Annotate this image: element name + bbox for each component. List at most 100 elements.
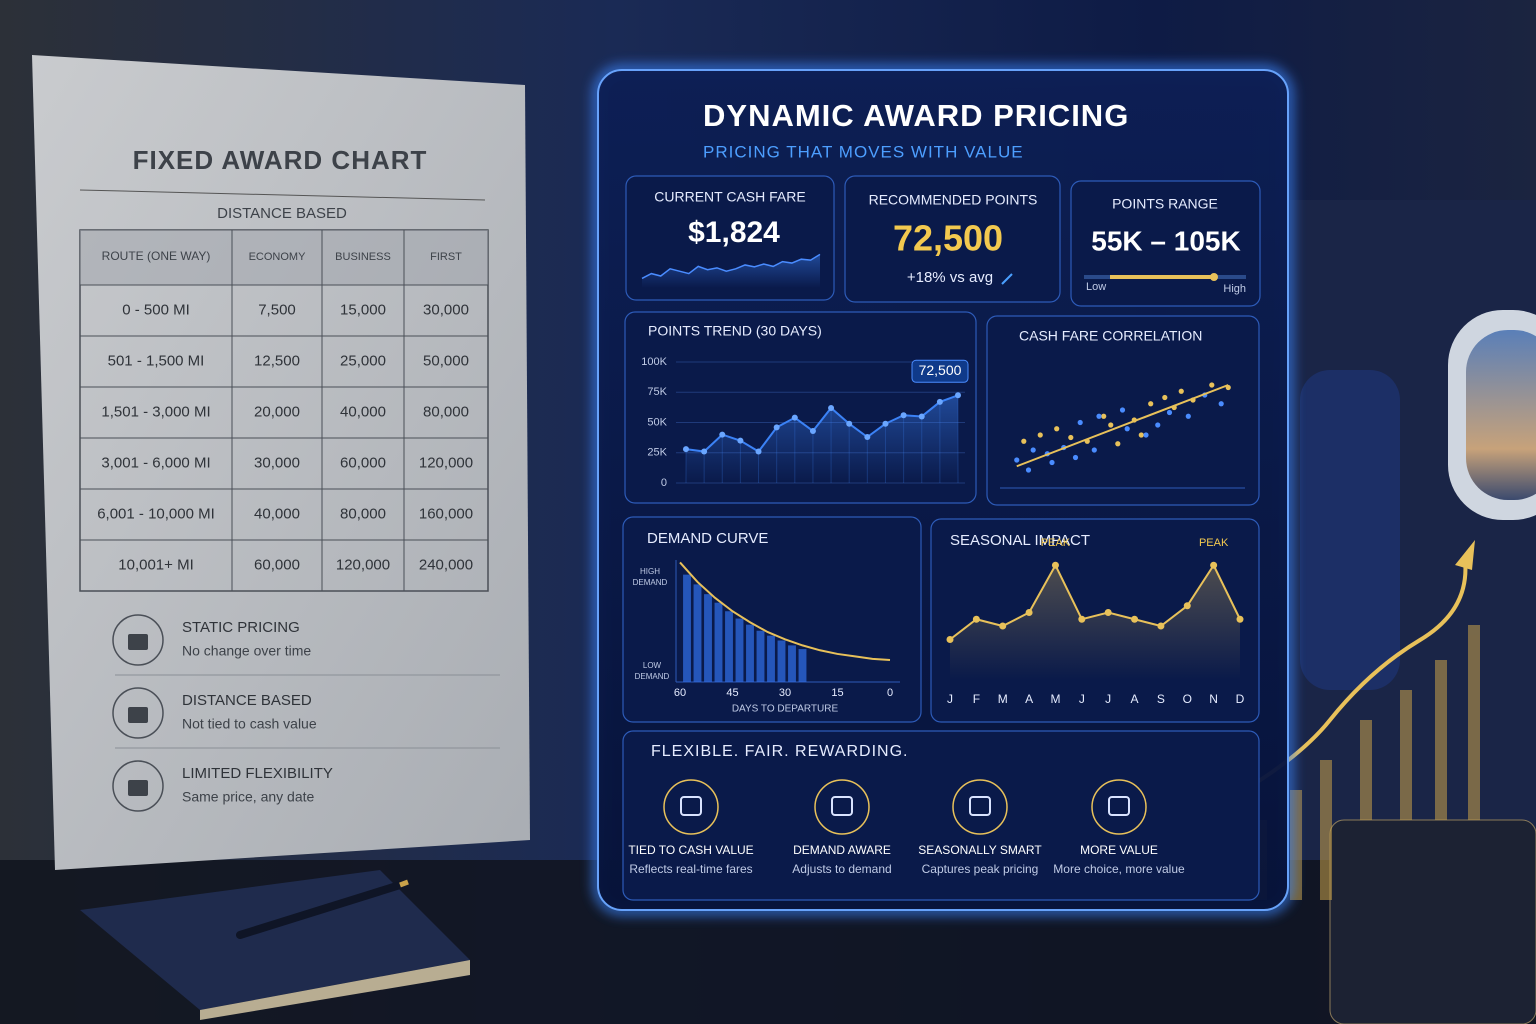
trendline: [1016, 384, 1229, 468]
chart-title: POINTS TREND (30 DAYS): [648, 323, 822, 339]
tagline: FLEXIBLE. FAIR. REWARDING.: [651, 743, 908, 760]
bar: [714, 602, 723, 682]
table-cell: 60,000: [340, 454, 386, 471]
range-high: High: [1223, 283, 1246, 295]
table-cell: 160,000: [419, 505, 473, 522]
peak-label: PEAK: [1199, 537, 1229, 549]
scatter-point: [1119, 407, 1126, 413]
paper-subtitle: DISTANCE BASED: [217, 205, 347, 222]
point: [1236, 615, 1244, 623]
point: [1210, 561, 1218, 569]
feature-text: Not tied to cash value: [182, 716, 317, 732]
point: [1078, 615, 1086, 623]
feature-icon: [112, 614, 164, 666]
point: [683, 446, 689, 453]
card-change: +18% vs avg: [907, 269, 993, 286]
charts: 0 25K 50K 75K 100K 72,500 60 45 30 15 0 DAYS TO DEP…: [633, 253, 1245, 715]
scatter-point: [1030, 447, 1036, 453]
benefit-glyph: [969, 796, 991, 816]
demand-curve: [679, 561, 891, 662]
feature-title: LIMITED FLEXIBILITY: [182, 765, 333, 782]
scatter-point: [1072, 454, 1079, 461]
card-label: POINTS RANGE: [1112, 196, 1218, 212]
feature-icon: [112, 687, 164, 739]
bar: [725, 611, 733, 682]
card-value: 72,500: [893, 218, 1003, 259]
bar: [767, 635, 775, 682]
x-tick-label: A: [1131, 692, 1139, 706]
table-header: BUSINESS: [335, 251, 391, 263]
table-cell: 240,000: [419, 556, 473, 573]
y-tick-label: 75K: [647, 386, 667, 398]
annotation-box: [911, 359, 969, 383]
benefit-glyph: [1108, 796, 1130, 816]
scatter-point: [1091, 447, 1097, 453]
bar: [756, 630, 765, 682]
table-header-bg: [80, 230, 488, 285]
scatter-point: [1021, 438, 1027, 444]
benefit-title: SEASONALLY SMART: [918, 843, 1042, 857]
table-cell: 30,000: [254, 454, 300, 471]
scatter-point: [1143, 432, 1149, 438]
benefit-icon: [952, 779, 1008, 835]
benefit-title: MORE VALUE: [1080, 843, 1158, 857]
point: [972, 615, 980, 623]
benefit-glyph: [680, 796, 702, 816]
x-tick-label: J: [1079, 692, 1085, 706]
y-tick-label: 0: [661, 477, 667, 489]
scatter-point: [1068, 434, 1074, 441]
scatter-point: [1162, 394, 1168, 401]
line: [949, 563, 1241, 641]
bar: [683, 574, 691, 682]
point: [1183, 602, 1191, 610]
scatter-point: [1025, 467, 1032, 473]
point: [791, 414, 798, 421]
point: [1131, 615, 1139, 623]
table-cell: 40,000: [254, 505, 300, 522]
chart-title: SEASONAL IMPACT: [950, 532, 1090, 549]
x-tick-label: J: [1105, 692, 1111, 706]
point: [1025, 609, 1033, 616]
benefits: TIED TO CASH VALUE Reflects real-time far…: [628, 779, 1185, 876]
rule: [79, 189, 486, 201]
bar: [746, 624, 754, 682]
up-arrow: [1001, 273, 1013, 285]
scatter-point: [1138, 432, 1144, 438]
line: [685, 394, 959, 453]
range-handle: [1210, 273, 1218, 281]
table-cell: 50,000: [423, 352, 469, 369]
benefit-icon: [1091, 779, 1147, 835]
seat: [1300, 370, 1400, 690]
point: [882, 420, 889, 427]
table-cell: 80,000: [423, 403, 469, 420]
table-cell: 501 - 1,500 MI: [108, 352, 205, 369]
x-tick-label: 45: [726, 687, 738, 699]
features: STATIC PRICING No change over time DISTANC…: [112, 614, 500, 812]
area: [950, 565, 1240, 680]
x-tick-label: J: [947, 692, 953, 706]
area: [686, 395, 958, 483]
x-tick-label: M: [1050, 692, 1060, 706]
x-tick-label: N: [1209, 692, 1218, 706]
y-label-low: LOW DEMAND: [635, 661, 670, 681]
feature-icon: [112, 760, 164, 812]
side-table: [1329, 819, 1536, 1024]
feature-title: DISTANCE BASED: [182, 692, 312, 709]
annotation: 72,500: [919, 362, 962, 378]
card-label: RECOMMENDED POINTS: [869, 192, 1038, 208]
x-tick-label: 60: [674, 687, 686, 699]
point: [864, 434, 871, 441]
table-header: FIRST: [430, 251, 462, 263]
benefit-text: More choice, more value: [1053, 862, 1185, 876]
scatter-point: [1108, 422, 1114, 428]
x-tick-label: M: [998, 692, 1008, 706]
sparkline: [641, 253, 821, 280]
card-label: CURRENT CASH FARE: [654, 189, 805, 205]
scatter-point: [1185, 413, 1191, 419]
y-tick-label: 25K: [647, 447, 667, 459]
x-tick-label: 15: [831, 687, 843, 699]
point: [809, 427, 816, 434]
point: [946, 636, 954, 643]
scatter-point: [1155, 422, 1161, 428]
